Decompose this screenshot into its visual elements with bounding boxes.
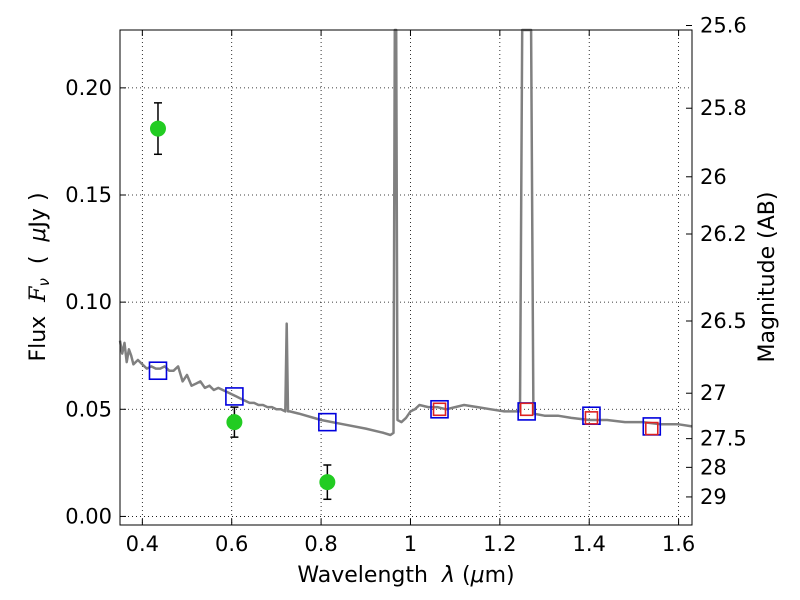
x-tick-label: 1.4 — [573, 532, 606, 556]
model-point-blue — [225, 387, 244, 406]
observed-point — [226, 414, 243, 431]
photometry-markers — [148, 102, 662, 501]
model-point-red — [519, 402, 534, 417]
model-point-red — [432, 402, 447, 417]
mag-tick-label: 26.2 — [700, 222, 747, 246]
mag-tick-label: 27.5 — [700, 427, 747, 451]
observed-point — [319, 474, 336, 491]
x-tick-label: 1 — [404, 532, 417, 556]
model-point-blue — [430, 399, 449, 419]
x-tick-label: 1.2 — [483, 532, 516, 556]
y-tick-label: 0.10 — [65, 290, 112, 314]
mag-tick-label: 26.5 — [700, 309, 747, 333]
y-tick-label: 0.15 — [65, 183, 112, 207]
x-tick-label: 0.6 — [215, 532, 248, 556]
y-tick-label: 0.05 — [65, 397, 112, 421]
mag-tick-label: 28 — [700, 455, 727, 479]
observed-point — [149, 120, 166, 137]
model-point-blue — [148, 361, 168, 381]
model-point-red — [644, 421, 659, 436]
y2-axis-label: Magnitude (AB) — [755, 192, 780, 363]
y-tick-label: 0.00 — [65, 504, 112, 528]
x-tick-label: 0.4 — [126, 532, 159, 556]
y-axis-label: Flux Fν ( μJy ) — [26, 192, 53, 361]
x-axis-label: Wavelength λ (μm) — [297, 563, 514, 588]
axis-ticks: 0.4 0.6 0.8 1 1.2 1.4 1.6 0.00 0.05 0.10 0.15 0.20 2… — [65, 14, 747, 557]
mag-tick-label: 27 — [700, 381, 727, 405]
mag-tick-label: 29 — [700, 485, 727, 509]
model-point-blue — [318, 412, 337, 432]
mag-tick-label: 26 — [700, 165, 727, 189]
plot-frame — [119, 29, 693, 526]
mag-tick-label: 25.8 — [700, 96, 747, 120]
model-point-red — [584, 411, 599, 425]
grid — [120, 30, 692, 525]
mag-tick-label: 25.6 — [700, 14, 747, 38]
y-tick-label: 0.20 — [65, 76, 112, 100]
x-tick-label: 1.6 — [662, 532, 695, 556]
x-tick-label: 0.8 — [304, 532, 337, 556]
